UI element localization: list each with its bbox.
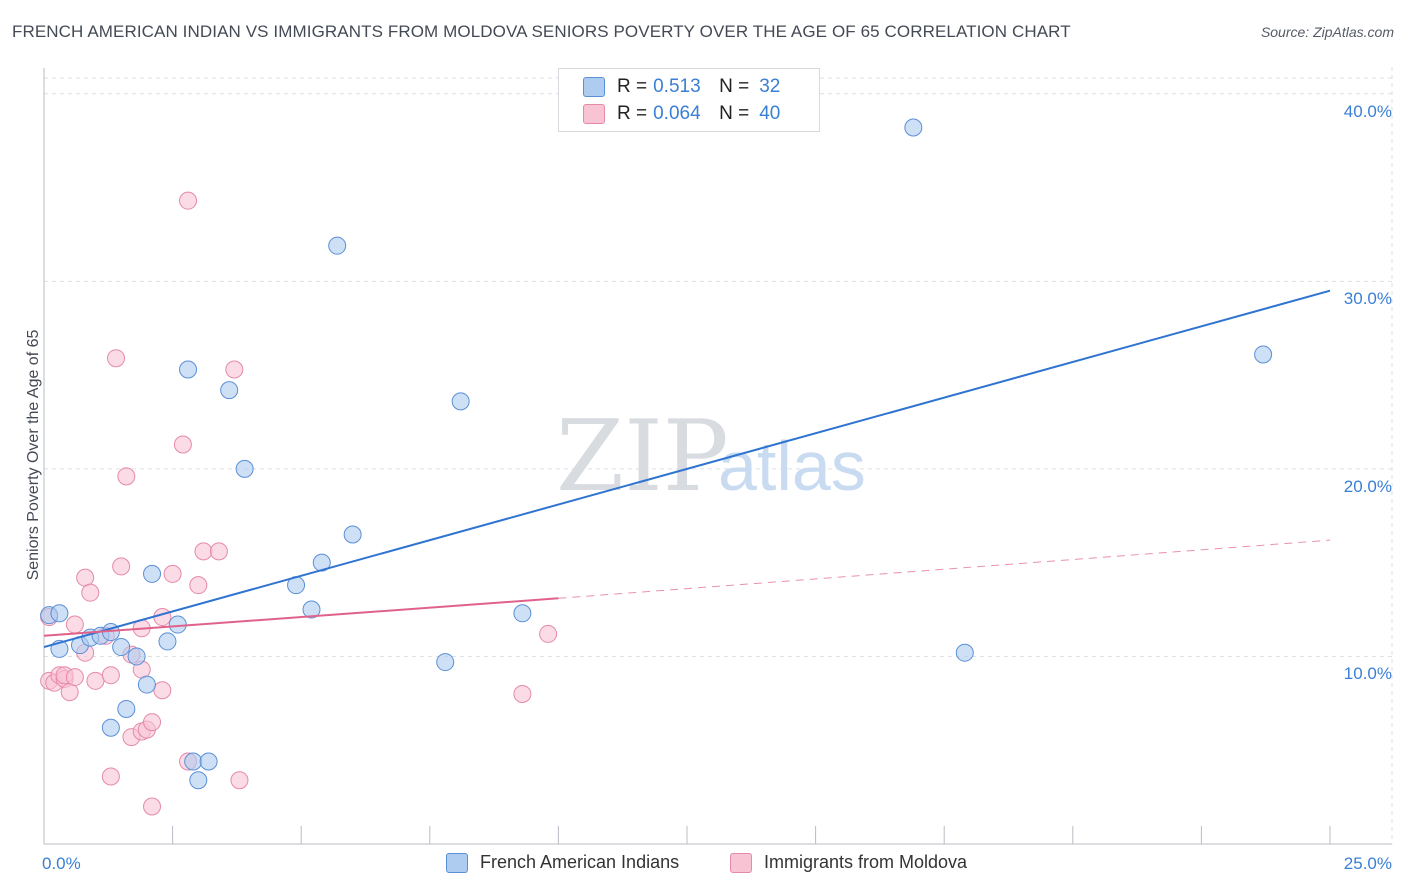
french-american-indian-point: [312, 553, 331, 572]
trend-line-moldova: [43, 597, 559, 637]
legend-r-value: 0.064: [653, 103, 701, 124]
legend-item-french-american-indians: French American Indians: [446, 852, 679, 873]
french-american-indian-point: [513, 604, 532, 623]
legend-r-label: R =: [617, 103, 648, 124]
watermark-zip: ZIP: [556, 400, 729, 514]
french-american-indian-point: [199, 752, 218, 771]
french-american-indian-point: [1254, 345, 1273, 364]
legend-n-value: 40: [759, 103, 781, 124]
legend-r-value: 0.513: [653, 76, 701, 97]
moldova-point: [209, 542, 228, 561]
moldova-point: [117, 467, 136, 486]
stats-legend: R = 0.513 N = 32 R = 0.064 N = 40: [558, 68, 820, 132]
french-american-indian-point: [904, 118, 923, 137]
french-american-indian-point: [955, 643, 974, 662]
moldova-point: [173, 435, 192, 454]
french-american-indian-point: [117, 699, 136, 718]
series-french-american-indians-points: [40, 118, 1273, 790]
legend-swatch-pink: [583, 104, 605, 124]
moldova-point: [76, 568, 95, 587]
legend-r-label: R =: [617, 76, 648, 97]
moldova-point: [513, 684, 532, 703]
moldova-point: [153, 608, 172, 627]
axes: [43, 68, 1392, 845]
french-american-indian-point: [184, 752, 203, 771]
moldova-point: [189, 576, 208, 595]
legend-label: French American Indians: [480, 852, 680, 872]
french-american-indian-point: [158, 632, 177, 651]
y-tick-label-30: 30.0%: [1343, 289, 1392, 309]
legend-n-value: 32: [759, 76, 781, 97]
french-american-indian-point: [220, 381, 239, 400]
moldova-point: [81, 583, 100, 602]
source-label: Source: ZipAtlas.com: [1260, 24, 1394, 40]
moldova-point: [86, 671, 105, 690]
french-american-indian-point: [436, 653, 455, 672]
y-tick-label-20: 20.0%: [1343, 476, 1392, 496]
chart-title: FRENCH AMERICAN INDIAN VS IMMIGRANTS FRO…: [12, 22, 1071, 41]
legend-row-blue: R = 0.513 N = 32: [583, 75, 780, 99]
french-american-indian-point: [302, 600, 321, 619]
french-american-indian-point: [112, 638, 131, 657]
moldova-point: [179, 191, 198, 210]
legend-label: Immigrants from Moldova: [764, 852, 968, 872]
legend-row-pink: R = 0.064 N = 40: [583, 102, 780, 126]
gridlines: [44, 67, 1393, 844]
series-legend: French American Indians Immigrants from …: [0, 852, 1406, 876]
trend-line-french-american-indians: [43, 289, 1331, 649]
french-american-indian-point: [189, 771, 208, 790]
french-american-indian-point: [235, 459, 254, 478]
moldova-point: [101, 767, 120, 786]
trend-lines: [43, 289, 1331, 649]
moldova-point: [230, 771, 249, 790]
moldova-point: [143, 713, 162, 732]
moldova-point: [65, 615, 84, 634]
moldova-point: [112, 557, 131, 576]
watermark: ZIP atlas: [556, 400, 866, 514]
y-tick-label-10: 10.0%: [1343, 664, 1392, 684]
legend-swatch-blue: [583, 77, 605, 97]
french-american-indian-point: [168, 615, 187, 634]
french-american-indian-point: [50, 604, 69, 623]
legend-n-label: N =: [719, 76, 750, 97]
watermark-atlas: atlas: [718, 427, 866, 505]
legend-swatch-pink: [730, 852, 752, 873]
x-tick-label-max: 25.0%: [1343, 854, 1392, 873]
moldova-point: [225, 360, 244, 379]
moldova-point: [143, 797, 162, 816]
legend-item-immigrants-from-moldova: Immigrants from Moldova: [730, 852, 967, 873]
french-american-indian-point: [343, 525, 362, 544]
legend-swatch-blue: [446, 852, 468, 873]
french-american-indian-point: [137, 675, 156, 694]
moldova-point: [194, 542, 213, 561]
french-american-indian-point: [101, 718, 120, 737]
french-american-indian-point: [451, 392, 470, 411]
trend-line-moldova-extension: [558, 539, 1331, 599]
french-american-indian-point: [179, 360, 198, 379]
moldova-point: [539, 624, 558, 643]
x-tick-label-min: 0.0%: [42, 854, 81, 873]
french-american-indian-point: [328, 236, 347, 255]
french-american-indian-point: [127, 647, 146, 666]
moldova-point: [107, 349, 126, 368]
french-american-indian-point: [143, 564, 162, 583]
moldova-point: [60, 683, 79, 702]
legend-n-label: N =: [719, 103, 750, 124]
moldova-point: [163, 564, 182, 583]
moldova-point: [101, 666, 120, 685]
moldova-point: [153, 681, 172, 700]
moldova-point: [65, 668, 84, 687]
series-moldova-points: [40, 191, 558, 816]
y-tick-label-40: 40.0%: [1343, 101, 1392, 121]
